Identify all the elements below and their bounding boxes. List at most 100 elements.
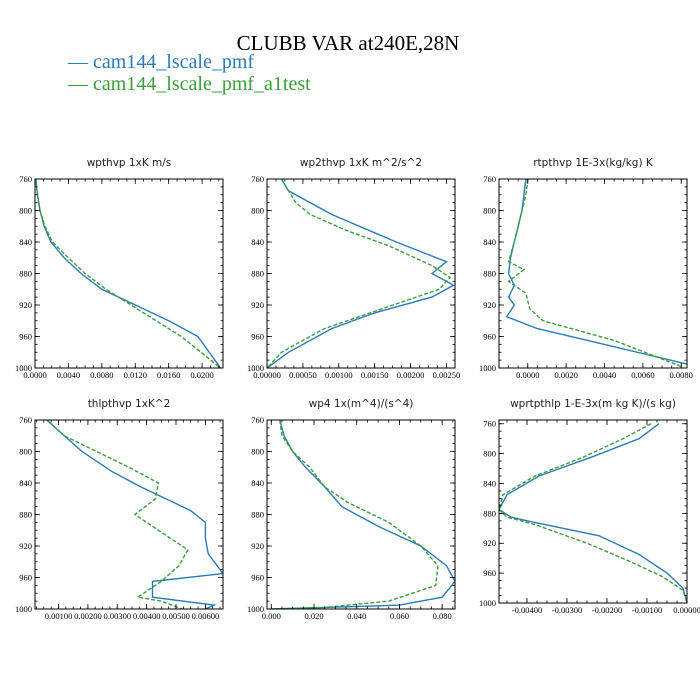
y-tick-label: 840 xyxy=(19,237,32,247)
panel-title: wprtpthlp 1-E-3x(m kg K)/(s kg) xyxy=(510,398,676,410)
y-tick-label: 880 xyxy=(19,510,32,520)
y-tick-label: 920 xyxy=(19,300,32,310)
series-line-1 xyxy=(267,179,455,368)
y-tick-label: 960 xyxy=(251,332,264,342)
x-tick-label: -0.00400 xyxy=(512,605,542,615)
y-tick-label: 760 xyxy=(251,174,264,184)
series-line-2 xyxy=(271,420,439,609)
legend-entry-1: — cam144_lscale_pmf xyxy=(67,51,254,73)
y-tick-label: 920 xyxy=(251,541,264,551)
x-tick-label: 0.0120 xyxy=(124,370,147,380)
x-tick-label: 0.00000 xyxy=(673,605,700,615)
y-tick-label: 880 xyxy=(251,269,264,279)
figure-title: CLUBB VAR at240E,28N xyxy=(237,31,460,55)
x-tick-label: 0.0000 xyxy=(23,370,46,380)
series-line-1 xyxy=(499,423,687,603)
plot-frame xyxy=(498,419,688,604)
chart-panel-4: thlpthvp 1xK^2 0.00100 0.00200 0.00300 0.004… xyxy=(15,398,224,621)
x-tick-label: 0.00100 xyxy=(45,611,73,621)
y-tick-label: 880 xyxy=(483,269,496,279)
y-tick-label: 800 xyxy=(251,447,264,457)
x-tick-label: 0.00300 xyxy=(103,611,131,621)
y-tick-label: 840 xyxy=(251,237,264,247)
x-tick-label: 0.00050 xyxy=(289,370,317,380)
y-tick-label: 960 xyxy=(483,332,496,342)
x-tick-label: -0.00100 xyxy=(632,605,662,615)
series-line-1 xyxy=(271,420,455,609)
x-tick-label: 0.00500 xyxy=(162,611,190,621)
x-tick-label: 0.00150 xyxy=(361,370,389,380)
y-tick-label: 800 xyxy=(251,206,264,216)
x-tick-label: 0.0000 xyxy=(516,370,539,380)
x-tick-label: 0.020 xyxy=(304,611,323,621)
x-tick-label: 0.00000 xyxy=(253,370,281,380)
x-tick-label: 0.0020 xyxy=(554,370,577,380)
plot-frame xyxy=(498,178,688,369)
chart-panel-5: wp4 1x(m^4)/(s^4) 0.000 0.020 0.040 0.060 0.0… xyxy=(247,398,456,621)
x-tick-label: 0.060 xyxy=(390,611,409,621)
series-line-2 xyxy=(499,423,687,603)
y-tick-label: 960 xyxy=(19,573,32,583)
y-tick-label: 760 xyxy=(19,415,32,425)
y-tick-label: 920 xyxy=(483,538,496,548)
series-line-1 xyxy=(46,420,223,609)
y-tick-label: 1000 xyxy=(247,363,264,373)
y-tick-label: 960 xyxy=(19,332,32,342)
y-tick-label: 1000 xyxy=(15,363,32,373)
y-tick-label: 1000 xyxy=(479,598,496,608)
panel-title: wpthvp 1xK m/s xyxy=(87,157,172,169)
x-tick-label: 0.00200 xyxy=(74,611,102,621)
x-tick-label: 0.0160 xyxy=(157,370,180,380)
series-line-2 xyxy=(267,179,452,368)
plot-frame xyxy=(266,419,456,610)
series-line-2 xyxy=(35,179,221,368)
y-tick-label: 960 xyxy=(483,568,496,578)
y-tick-label: 1000 xyxy=(15,604,32,614)
panel-title: rtpthvp 1E-3x(kg/kg) K xyxy=(533,157,654,169)
panel-title: thlpthvp 1xK^2 xyxy=(88,398,171,410)
y-tick-label: 1000 xyxy=(247,604,264,614)
y-tick-label: 760 xyxy=(483,419,496,429)
x-tick-label: 0.0080 xyxy=(670,370,693,380)
chart-panel-3: rtpthvp 1E-3x(kg/kg) K 0.0000 0.0020 0.0040… xyxy=(479,157,693,380)
y-tick-label: 920 xyxy=(19,541,32,551)
x-tick-label: 0.080 xyxy=(433,611,452,621)
y-tick-label: 960 xyxy=(251,573,264,583)
y-tick-label: 760 xyxy=(251,415,264,425)
x-tick-label: -0.00200 xyxy=(592,605,622,615)
y-tick-label: 800 xyxy=(483,206,496,216)
panel-title: wp4 1x(m^4)/(s^4) xyxy=(309,398,414,410)
x-tick-label: 0.00400 xyxy=(133,611,161,621)
x-tick-label: 0.0080 xyxy=(90,370,113,380)
plot-frame xyxy=(266,178,456,369)
y-tick-label: 1000 xyxy=(479,363,496,373)
chart-panel-2: wp2thvp 1xK m^2/s^2 0.00000 0.00050 0.00100… xyxy=(247,157,460,380)
y-tick-label: 840 xyxy=(19,478,32,488)
x-tick-label: 0.00250 xyxy=(433,370,461,380)
x-tick-label: 0.0060 xyxy=(631,370,654,380)
x-tick-label: -0.00300 xyxy=(552,605,582,615)
series-line-2 xyxy=(46,420,189,609)
panel-title: wp2thvp 1xK m^2/s^2 xyxy=(300,157,422,169)
y-tick-label: 880 xyxy=(483,508,496,518)
y-tick-label: 800 xyxy=(19,206,32,216)
plot-frame xyxy=(34,178,224,369)
chart-panel-6: wprtpthlp 1-E-3x(m kg K)/(s kg)-0.00400-… xyxy=(479,398,700,615)
series-line-1 xyxy=(35,179,222,368)
x-tick-label: 0.00600 xyxy=(192,611,220,621)
y-tick-label: 840 xyxy=(483,237,496,247)
x-tick-label: 0.00200 xyxy=(397,370,425,380)
x-tick-label: 0.040 xyxy=(347,611,366,621)
legend-entry-2: — cam144_lscale_pmf_a1test xyxy=(67,73,311,95)
chart-panel-1: wpthvp 1xK m/s 0.0000 0.0040 0.0080 0.0120 0.… xyxy=(15,157,224,380)
y-tick-label: 920 xyxy=(483,300,496,310)
x-tick-label: 0.000 xyxy=(262,611,281,621)
y-tick-label: 880 xyxy=(251,510,264,520)
x-tick-label: 0.0200 xyxy=(190,370,213,380)
x-tick-label: 0.0040 xyxy=(57,370,80,380)
x-tick-label: 0.00100 xyxy=(325,370,353,380)
y-tick-label: 760 xyxy=(19,174,32,184)
series-line-1 xyxy=(505,179,687,365)
y-tick-label: 840 xyxy=(251,478,264,488)
